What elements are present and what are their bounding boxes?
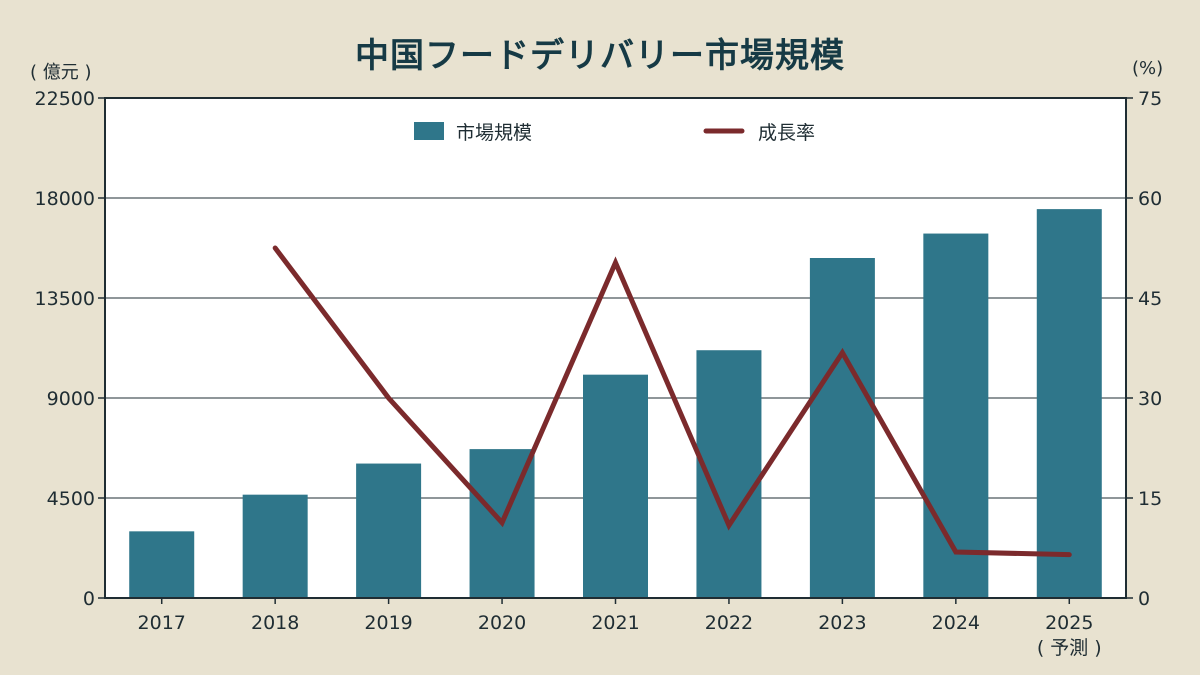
- x-tick-sublabel: ( 予測 ): [1037, 637, 1102, 659]
- growth-rate-line: [272, 245, 1072, 558]
- left-ticks: 0 4500 9000 13500 18000 22500: [35, 88, 105, 610]
- x-tick-label: 2023: [818, 612, 866, 634]
- left-axis-unit: ( 億元 ): [30, 62, 92, 83]
- right-tick-label: 30: [1138, 388, 1162, 410]
- right-tick-label: 0: [1138, 588, 1150, 610]
- bar-2021: [583, 374, 648, 598]
- left-tick-label: 4500: [47, 488, 95, 510]
- right-tick-label: 60: [1138, 188, 1162, 210]
- bar-2025: [1036, 209, 1102, 598]
- left-tick-label: 0: [83, 588, 95, 610]
- growth-line-group: [272, 245, 1072, 558]
- legend: 市場規模 成長率: [414, 122, 815, 144]
- x-tick-label: 2017: [138, 612, 186, 634]
- x-tick-label: 2019: [364, 612, 412, 634]
- x-tick-label: 2018: [251, 612, 299, 634]
- bar-2024: [923, 233, 989, 599]
- bar-2023: [809, 258, 875, 598]
- x-ticks: 2017 2018 2019 2020 2021 2022 2023 2024 2025 ( 予測…: [138, 598, 1102, 659]
- legend-swatch-market-size: [414, 122, 444, 140]
- x-tick-label: 2025: [1045, 612, 1093, 634]
- right-tick-label: 45: [1138, 288, 1162, 310]
- bar-2019: [356, 463, 422, 598]
- x-tick-label: 2022: [705, 612, 753, 634]
- right-tick-label: 75: [1138, 88, 1162, 110]
- left-tick-label: 18000: [35, 188, 95, 210]
- left-tick-label: 22500: [35, 88, 95, 110]
- chart-title: 中国フードデリバリー市場規模: [355, 36, 845, 76]
- left-tick-label: 13500: [35, 288, 95, 310]
- right-ticks: 0 15 30 45 60 75: [1126, 88, 1162, 610]
- legend-label-growth-rate: 成長率: [758, 122, 815, 144]
- right-tick-label: 15: [1138, 488, 1162, 510]
- bar-2018: [242, 494, 308, 598]
- x-tick-label: 2024: [932, 612, 980, 634]
- right-axis-unit: (%): [1132, 58, 1164, 79]
- x-tick-label: 2021: [591, 612, 639, 634]
- x-tick-label: 2020: [478, 612, 526, 634]
- legend-label-market-size: 市場規模: [456, 122, 532, 144]
- left-tick-label: 9000: [47, 388, 95, 410]
- bar-2017: [129, 531, 195, 598]
